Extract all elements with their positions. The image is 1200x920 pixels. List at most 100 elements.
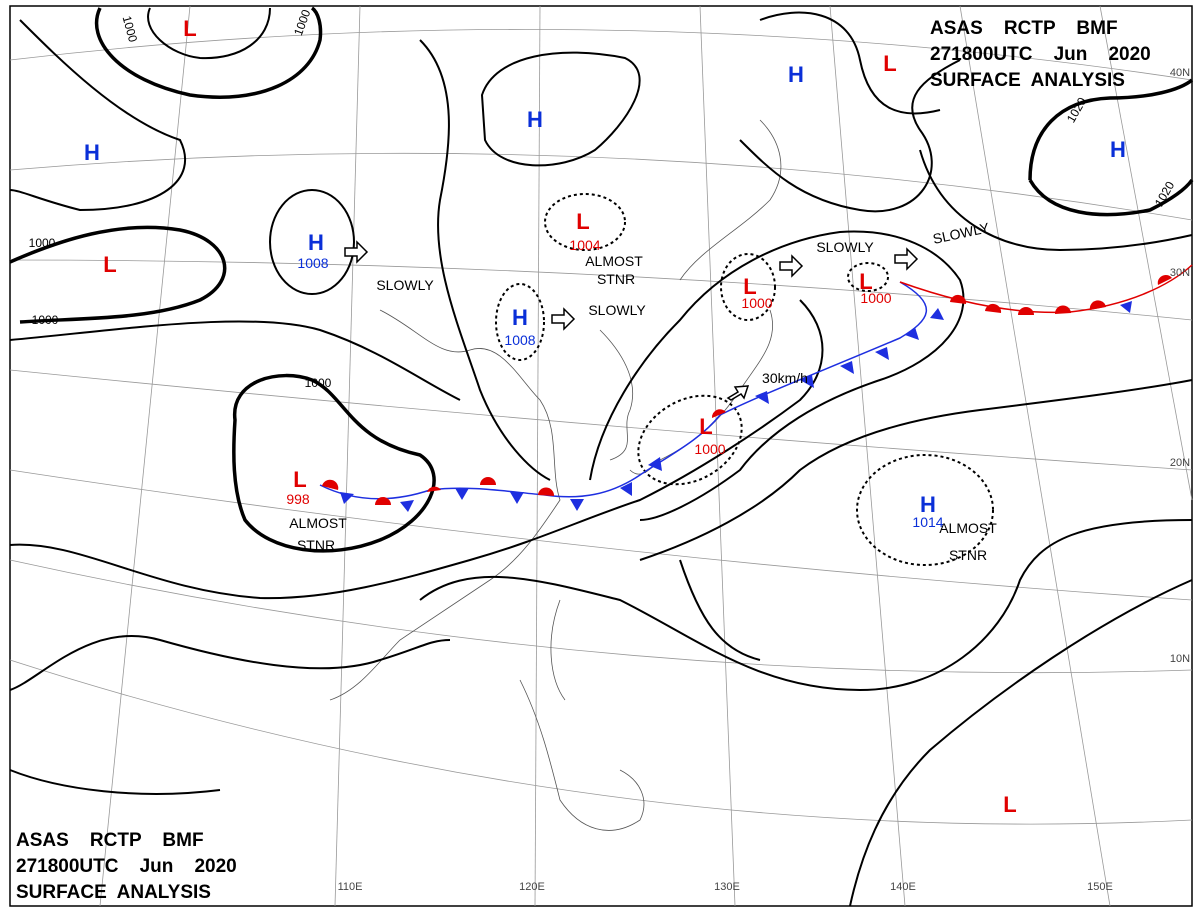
header-line: SURFACE ANALYSIS	[930, 70, 1125, 91]
isobars-part	[679, 559, 761, 661]
fronts-part-part	[427, 486, 441, 492]
coastline-part	[599, 329, 634, 461]
system-pressure: 1008	[504, 332, 535, 348]
annotation: SLOWLY	[588, 302, 646, 318]
fronts-part-part	[711, 409, 726, 418]
graticule-part	[959, 5, 1111, 907]
system-pressure: 998	[286, 491, 310, 507]
isobars-part	[1028, 178, 1194, 217]
isobars-part	[147, 7, 271, 60]
graticule-part	[99, 5, 191, 907]
fronts-part-part	[375, 497, 391, 505]
annotation: ALMOST	[939, 520, 997, 536]
footer-line: ASAS RCTP BMF	[16, 830, 204, 851]
fronts-part-part	[905, 327, 919, 340]
fronts	[319, 264, 1193, 512]
isobar-label: 1000	[29, 236, 56, 250]
dotted-isobars-part	[856, 454, 994, 566]
coastline-part	[679, 119, 782, 281]
graticule-part	[9, 659, 1193, 825]
graticule-part	[1099, 5, 1193, 501]
fronts-part	[340, 301, 1132, 512]
graticule-part	[334, 5, 361, 907]
motion-arrows-part	[779, 254, 804, 278]
isobars-part	[9, 320, 461, 401]
annotation: SLOWLY	[816, 239, 874, 255]
fronts-part-part	[1089, 300, 1106, 310]
system-label: L	[699, 414, 712, 439]
system-pressure: 1000	[694, 441, 725, 457]
fronts-part-part	[1157, 274, 1172, 285]
fronts-part-part	[340, 492, 354, 504]
isobars-part	[480, 51, 641, 167]
fronts-part-part	[875, 347, 889, 360]
dotted-isobars-part	[847, 262, 889, 292]
isobar-label: 1000	[305, 376, 332, 390]
annotation: ALMOST	[289, 515, 347, 531]
graticule-part	[9, 259, 1193, 321]
isobars-part	[759, 11, 941, 115]
isobar-label: 1000	[120, 14, 141, 44]
annotation: ALMOST	[585, 253, 643, 269]
fronts-part-part	[322, 479, 339, 490]
isobars-part	[639, 379, 1193, 561]
isobar-label: 1000	[32, 313, 59, 327]
footer-line: SURFACE ANALYSIS	[16, 882, 211, 903]
isobars-part	[94, 6, 323, 99]
graticule-part	[9, 369, 1193, 471]
system-label: L	[293, 467, 306, 492]
grid-label: 130E	[714, 881, 740, 893]
grid-label: 120E	[519, 881, 545, 893]
annotation: SLOWLY	[376, 277, 434, 293]
isobars-part	[849, 579, 1193, 907]
fronts-part-part	[400, 500, 414, 512]
fronts-part-part	[800, 375, 814, 388]
grid-label: 150E	[1087, 881, 1113, 893]
header-line: 271800UTC Jun 2020	[930, 44, 1151, 65]
system-label: L	[859, 269, 872, 294]
fronts-part-part	[985, 303, 1002, 313]
dotted-isobars-part	[544, 193, 626, 251]
fronts-part-part	[755, 391, 769, 404]
fronts-part-part	[950, 294, 967, 304]
fronts-part-part	[648, 457, 662, 471]
system-pressure: 1014	[912, 514, 943, 530]
system-label: L	[743, 274, 756, 299]
coastline-part	[519, 679, 645, 831]
header-line: ASAS RCTP BMF	[930, 18, 1118, 39]
fronts-part-part	[840, 361, 854, 374]
annotation: STNR	[597, 271, 635, 287]
fronts-part-part	[1054, 305, 1071, 314]
dotted-isobars-part	[637, 394, 743, 486]
isobars-part	[739, 59, 961, 213]
fronts-part-part	[930, 308, 944, 320]
isobars-part	[919, 149, 1193, 252]
motion-arrows	[344, 240, 919, 401]
system-label: H	[527, 107, 543, 132]
fronts-part-part	[1018, 307, 1034, 315]
isobars-part	[9, 225, 227, 324]
coastline-part	[329, 309, 561, 701]
dotted-isobars-part	[720, 253, 776, 321]
isobars-part	[9, 769, 221, 795]
isobars-part	[419, 519, 1193, 692]
grid-label: 40N	[1170, 67, 1190, 79]
system-label: L	[883, 51, 896, 76]
fronts-part-part	[1120, 301, 1132, 313]
grid-label: 110E	[338, 881, 363, 893]
system-pressure: 1000	[741, 295, 772, 311]
graticule-part	[534, 5, 541, 907]
system-label: H	[512, 305, 528, 330]
isobars-part	[269, 189, 355, 295]
motion-arrows-part	[726, 385, 750, 401]
motion-arrows-part	[344, 240, 369, 264]
isobars-part	[9, 634, 451, 691]
motion-arrows-part	[551, 307, 576, 331]
graticule-part	[9, 28, 1193, 81]
system-label: L	[103, 252, 116, 277]
system-label: H	[308, 230, 324, 255]
system-label: H	[920, 492, 936, 517]
fronts-part-part	[480, 477, 496, 485]
system-label: H	[1110, 137, 1126, 162]
